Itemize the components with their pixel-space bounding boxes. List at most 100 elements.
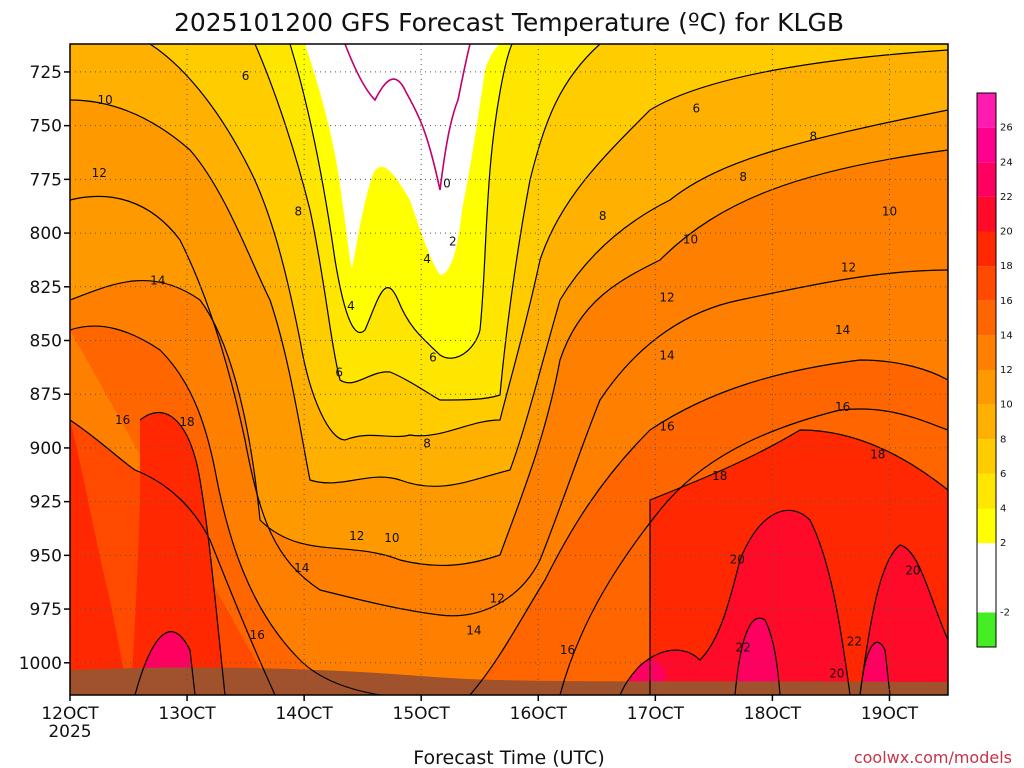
colorbar-tick-label: 12 [1000,365,1013,376]
colorbar-band [977,508,996,544]
contour-label: 16 [835,400,850,414]
x-tick-label: 16OCT [510,704,568,724]
contour-line-4 [254,44,601,401]
contour-label: 20 [730,553,745,567]
colorbar-tick-label: 18 [1000,261,1013,272]
y-tick-label: 775 [30,170,62,190]
contour-label: 6 [242,69,250,83]
y-tick-label: 875 [30,385,62,405]
y-tick-label: 975 [30,600,62,620]
colorbar-band [977,370,996,405]
colorbar-band [977,335,996,370]
colorbar-tick-label: -2 [1000,607,1010,618]
contour-lines [70,44,948,695]
colorbar-band [977,543,996,613]
contour-label: 14 [659,349,674,363]
band-20-22-right [620,510,948,695]
contour-label: 10 [683,233,698,247]
colorbar-band [977,162,996,197]
contour-label: 8 [739,170,747,184]
band-18-20-left [70,412,225,695]
contour-label: 12 [92,166,107,180]
contour-label: 4 [347,299,355,313]
contour-line-12 [70,195,948,617]
contour-label: 0 [443,177,451,191]
contour-line-18-left [139,411,226,695]
colorbar-band [977,300,996,336]
contour-label: 10 [384,531,399,545]
colorbar-tick-label: 16 [1000,296,1013,307]
contour-label: 10 [97,93,112,107]
contour-line-0 [344,44,471,191]
contour-label: 20 [905,563,920,577]
colorbar-tick-label: 22 [1000,192,1013,203]
colorbar-tick-label: 14 [1000,330,1013,341]
contour-line-8 [70,99,948,487]
colorbar-tick-label: 20 [1000,227,1013,238]
contour-label: 8 [423,437,431,451]
colorbar-band [977,473,996,509]
colorbar-band [977,439,996,474]
contour-line-18-right [649,429,948,695]
plot-area: 6 10 12 8 14 16 18 4 6 4 6 8 0 2 12 10 14 16 12 14 16 6 8 8 8 10 1… [70,44,948,695]
colorbar-band [977,231,996,267]
contour-line-22 [134,617,891,695]
contour-label: 16 [560,643,575,657]
contour-label: 14 [150,273,165,287]
ground-fill [70,667,948,695]
x-tick-sublabel: 2025 [48,722,91,742]
y-tick-label: 950 [30,546,62,566]
contour-label: 22 [847,634,862,648]
colorbar-tick-label: 6 [1000,469,1006,480]
colorbar-tick-label: 4 [1000,504,1006,515]
contour-label: 16 [659,419,674,433]
x-tick-label: 13OCT [158,704,216,724]
x-tick-label: 14OCT [275,704,333,724]
colorbar-tick-label: 24 [1000,157,1013,168]
credit-text: coolwx.com/models [854,748,1012,767]
x-tick-label: 17OCT [627,704,685,724]
y-tick-label: 1000 [19,654,62,674]
temperature-field [70,44,948,695]
contour-label: 16 [115,413,130,427]
contour-labels: 6 10 12 8 14 16 18 4 6 4 6 8 0 2 12 10 14 16 12 14 16 6 8 8 8 10 1… [92,69,921,680]
contour-line-16 [70,408,948,695]
contour-label: 18 [870,447,885,461]
contour-label: 2 [449,235,457,249]
contour-label: 16 [250,628,265,642]
colorbar-band [977,196,996,232]
contour-label: 18 [179,415,194,429]
y-tick-label: 800 [30,224,62,244]
y-tick-label: 925 [30,493,62,513]
colorbar-band [977,127,996,163]
y-axis: 725 750 775 800 825 850 875 900 925 950 975 1000 [19,63,70,674]
x-tick-label: 18OCT [744,704,802,724]
colorbar-frame [976,92,997,648]
colorbar-band [977,266,996,301]
contour-label: 8 [810,129,818,143]
x-tick-label: 19OCT [861,704,919,724]
contour-label: 12 [841,260,856,274]
contour-label: 14 [835,323,850,337]
contour-label: 10 [882,205,897,219]
colorbar-band [977,612,996,647]
contour-label: 6 [692,101,700,115]
colorbar-tick-label: 8 [1000,434,1006,445]
contour-label: 18 [712,469,727,483]
contour-label: 22 [735,641,750,655]
contour-label: 8 [294,205,302,219]
contour-label: 14 [294,561,309,575]
plot-frame [69,43,949,696]
contour-label: 6 [429,351,437,365]
y-tick-label: 750 [30,117,62,137]
y-tick-label: 850 [30,331,62,351]
contour-line-6 [149,44,948,441]
y-tick-label: 725 [30,63,62,83]
contour-label: 4 [423,252,431,266]
contour-label: 8 [599,209,607,223]
chart-title: 2025101200 GFS Forecast Temperature (ºC)… [174,8,844,37]
x-tick-label: 15OCT [393,704,451,724]
